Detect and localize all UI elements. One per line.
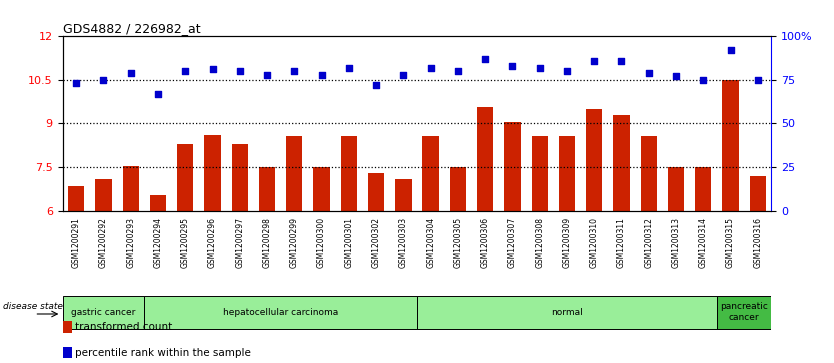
Text: GSM1200302: GSM1200302 (372, 217, 380, 268)
Text: GSM1200299: GSM1200299 (289, 217, 299, 268)
Bar (68, 186, 84, 211)
Bar (340, 136, 357, 211)
Text: GSM1200304: GSM1200304 (426, 217, 435, 269)
Bar (123, 166, 139, 211)
Bar (63, 321, 72, 333)
Point (260, 72, 274, 78)
Text: GSM1200300: GSM1200300 (317, 217, 326, 269)
Text: GSM1200316: GSM1200316 (753, 217, 762, 268)
Point (178, 68, 192, 74)
Text: GSM1200295: GSM1200295 (181, 217, 190, 268)
Point (288, 68, 301, 74)
Text: percentile rank within the sample: percentile rank within the sample (75, 348, 251, 358)
Text: transformed count: transformed count (75, 322, 173, 333)
Point (587, 58, 600, 64)
Text: GSM1200310: GSM1200310 (590, 217, 599, 268)
Point (342, 65, 355, 70)
Point (615, 58, 628, 64)
Text: GSM1200296: GSM1200296 (208, 217, 217, 268)
Text: disease state: disease state (3, 302, 63, 311)
Point (315, 72, 329, 78)
Point (206, 66, 219, 72)
Bar (450, 167, 466, 211)
Bar (559, 136, 575, 211)
Text: GSM1200303: GSM1200303 (399, 217, 408, 269)
Text: GSM1200307: GSM1200307 (508, 217, 517, 269)
Text: hepatocellular carcinoma: hepatocellular carcinoma (223, 308, 339, 317)
Point (124, 70, 138, 76)
Bar (668, 167, 684, 211)
Text: GSM1200306: GSM1200306 (480, 217, 490, 269)
Text: GSM1200301: GSM1200301 (344, 217, 354, 268)
Bar (613, 115, 630, 211)
Bar (417, 296, 717, 329)
Text: GSM1200305: GSM1200305 (454, 217, 462, 269)
Point (97, 77, 110, 83)
Point (234, 68, 247, 74)
Bar (177, 144, 193, 211)
Point (505, 63, 519, 69)
Bar (63, 296, 144, 329)
Text: GSM1200292: GSM1200292 (99, 217, 108, 268)
Text: GDS4882 / 226982_at: GDS4882 / 226982_at (63, 22, 200, 35)
Text: GSM1200293: GSM1200293 (126, 217, 135, 268)
Bar (641, 136, 657, 211)
Bar (286, 136, 303, 211)
Point (724, 47, 737, 53)
Bar (477, 107, 494, 211)
Point (696, 77, 710, 83)
Bar (695, 167, 711, 211)
Point (751, 77, 765, 83)
Bar (531, 136, 548, 211)
Bar (144, 296, 417, 329)
Point (369, 82, 383, 88)
Text: normal: normal (551, 308, 583, 317)
Text: GSM1200314: GSM1200314 (699, 217, 708, 268)
Bar (150, 195, 166, 211)
Bar (586, 109, 602, 211)
Bar (63, 347, 72, 358)
Point (424, 65, 437, 70)
Point (670, 73, 683, 79)
Bar (717, 296, 771, 329)
Bar (423, 136, 439, 211)
Point (533, 65, 546, 70)
Bar (395, 179, 411, 211)
Text: GSM1200291: GSM1200291 (72, 217, 81, 268)
Bar (505, 122, 520, 211)
Text: GSM1200298: GSM1200298 (263, 217, 272, 268)
Bar (95, 179, 112, 211)
Point (69, 81, 83, 86)
Bar (722, 80, 739, 211)
Point (560, 68, 574, 74)
Bar (750, 176, 766, 211)
Bar (314, 167, 329, 211)
Bar (232, 144, 248, 211)
Point (397, 72, 410, 78)
Point (151, 91, 164, 97)
Text: GSM1200294: GSM1200294 (153, 217, 163, 268)
Point (642, 70, 656, 76)
Text: GSM1200309: GSM1200309 (562, 217, 571, 269)
Text: GSM1200308: GSM1200308 (535, 217, 545, 268)
Text: GSM1200315: GSM1200315 (726, 217, 735, 268)
Point (451, 68, 465, 74)
Text: GSM1200312: GSM1200312 (644, 217, 653, 268)
Text: GSM1200297: GSM1200297 (235, 217, 244, 268)
Text: pancreatic
cancer: pancreatic cancer (721, 302, 768, 322)
Bar (259, 167, 275, 211)
Text: gastric cancer: gastric cancer (71, 308, 136, 317)
Point (479, 56, 492, 62)
Bar (368, 173, 384, 211)
Text: GSM1200311: GSM1200311 (617, 217, 626, 268)
Text: GSM1200313: GSM1200313 (671, 217, 681, 268)
Bar (204, 135, 221, 211)
